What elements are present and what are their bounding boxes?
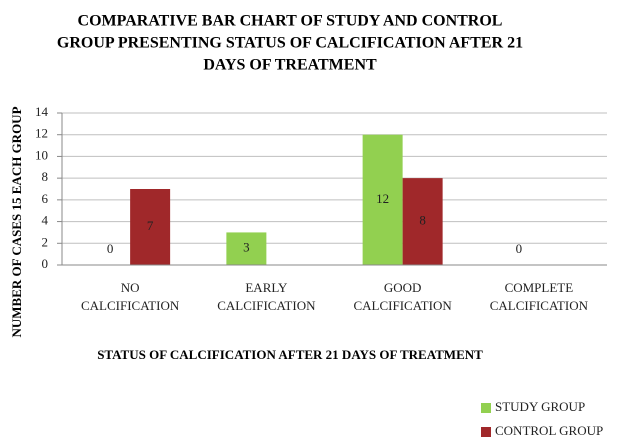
- y-axis-title: NUMBER OF CASES 15 EACH GROUP: [9, 106, 24, 337]
- x-tick-line: CALCIFICATION: [490, 298, 589, 313]
- y-tick-label: 12: [35, 126, 48, 141]
- y-tick-label: 14: [35, 104, 49, 119]
- data-label: 12: [376, 191, 389, 206]
- x-tick-label: NO CALCIFICATION: [81, 280, 180, 313]
- y-tick-label: 0: [42, 256, 49, 271]
- x-tick-line: CALCIFICATION: [81, 298, 180, 313]
- chart-title: GROUP PRESENTING STATUS OF CALCIFICATION…: [57, 35, 523, 52]
- x-tick-line: GOOD: [384, 280, 422, 295]
- data-label: 8: [419, 213, 426, 228]
- bar: [362, 134, 403, 265]
- bar: [402, 178, 443, 265]
- legend-label: CONTROL GROUP: [495, 423, 603, 438]
- y-tick-label: 8: [42, 169, 49, 184]
- x-tick-label: COMPLETE CALCIFICATION: [490, 280, 589, 313]
- data-label: 0: [107, 241, 114, 256]
- x-axis-title: STATUS OF CALCIFICATION AFTER 21 DAYS OF…: [97, 347, 483, 362]
- legend-swatch: [481, 427, 491, 437]
- chart-title: DAYS OF TREATMENT: [203, 57, 377, 74]
- y-tick-label: 10: [35, 147, 48, 162]
- bar: [130, 189, 171, 265]
- x-tick-line: COMPLETE: [505, 280, 574, 295]
- legend-swatch: [481, 403, 491, 413]
- x-tick-label: EARLY CALCIFICATION: [217, 280, 316, 313]
- y-tick-label: 6: [42, 191, 49, 206]
- x-tick-line: CALCIFICATION: [354, 298, 453, 313]
- x-tick-line: EARLY: [245, 280, 288, 295]
- chart-title: COMPARATIVE BAR CHART OF STUDY AND CONTR…: [78, 13, 503, 30]
- bar: [226, 232, 267, 265]
- data-label: 3: [243, 240, 250, 255]
- y-tick-label: 4: [42, 213, 49, 228]
- x-tick-line: NO: [121, 280, 140, 295]
- x-tick-line: CALCIFICATION: [217, 298, 316, 313]
- y-tick-label: 2: [42, 234, 49, 249]
- data-label: 0: [516, 241, 523, 256]
- data-label: 7: [147, 218, 154, 233]
- legend-label: STUDY GROUP: [495, 399, 585, 414]
- x-tick-label: GOOD CALCIFICATION: [354, 280, 453, 313]
